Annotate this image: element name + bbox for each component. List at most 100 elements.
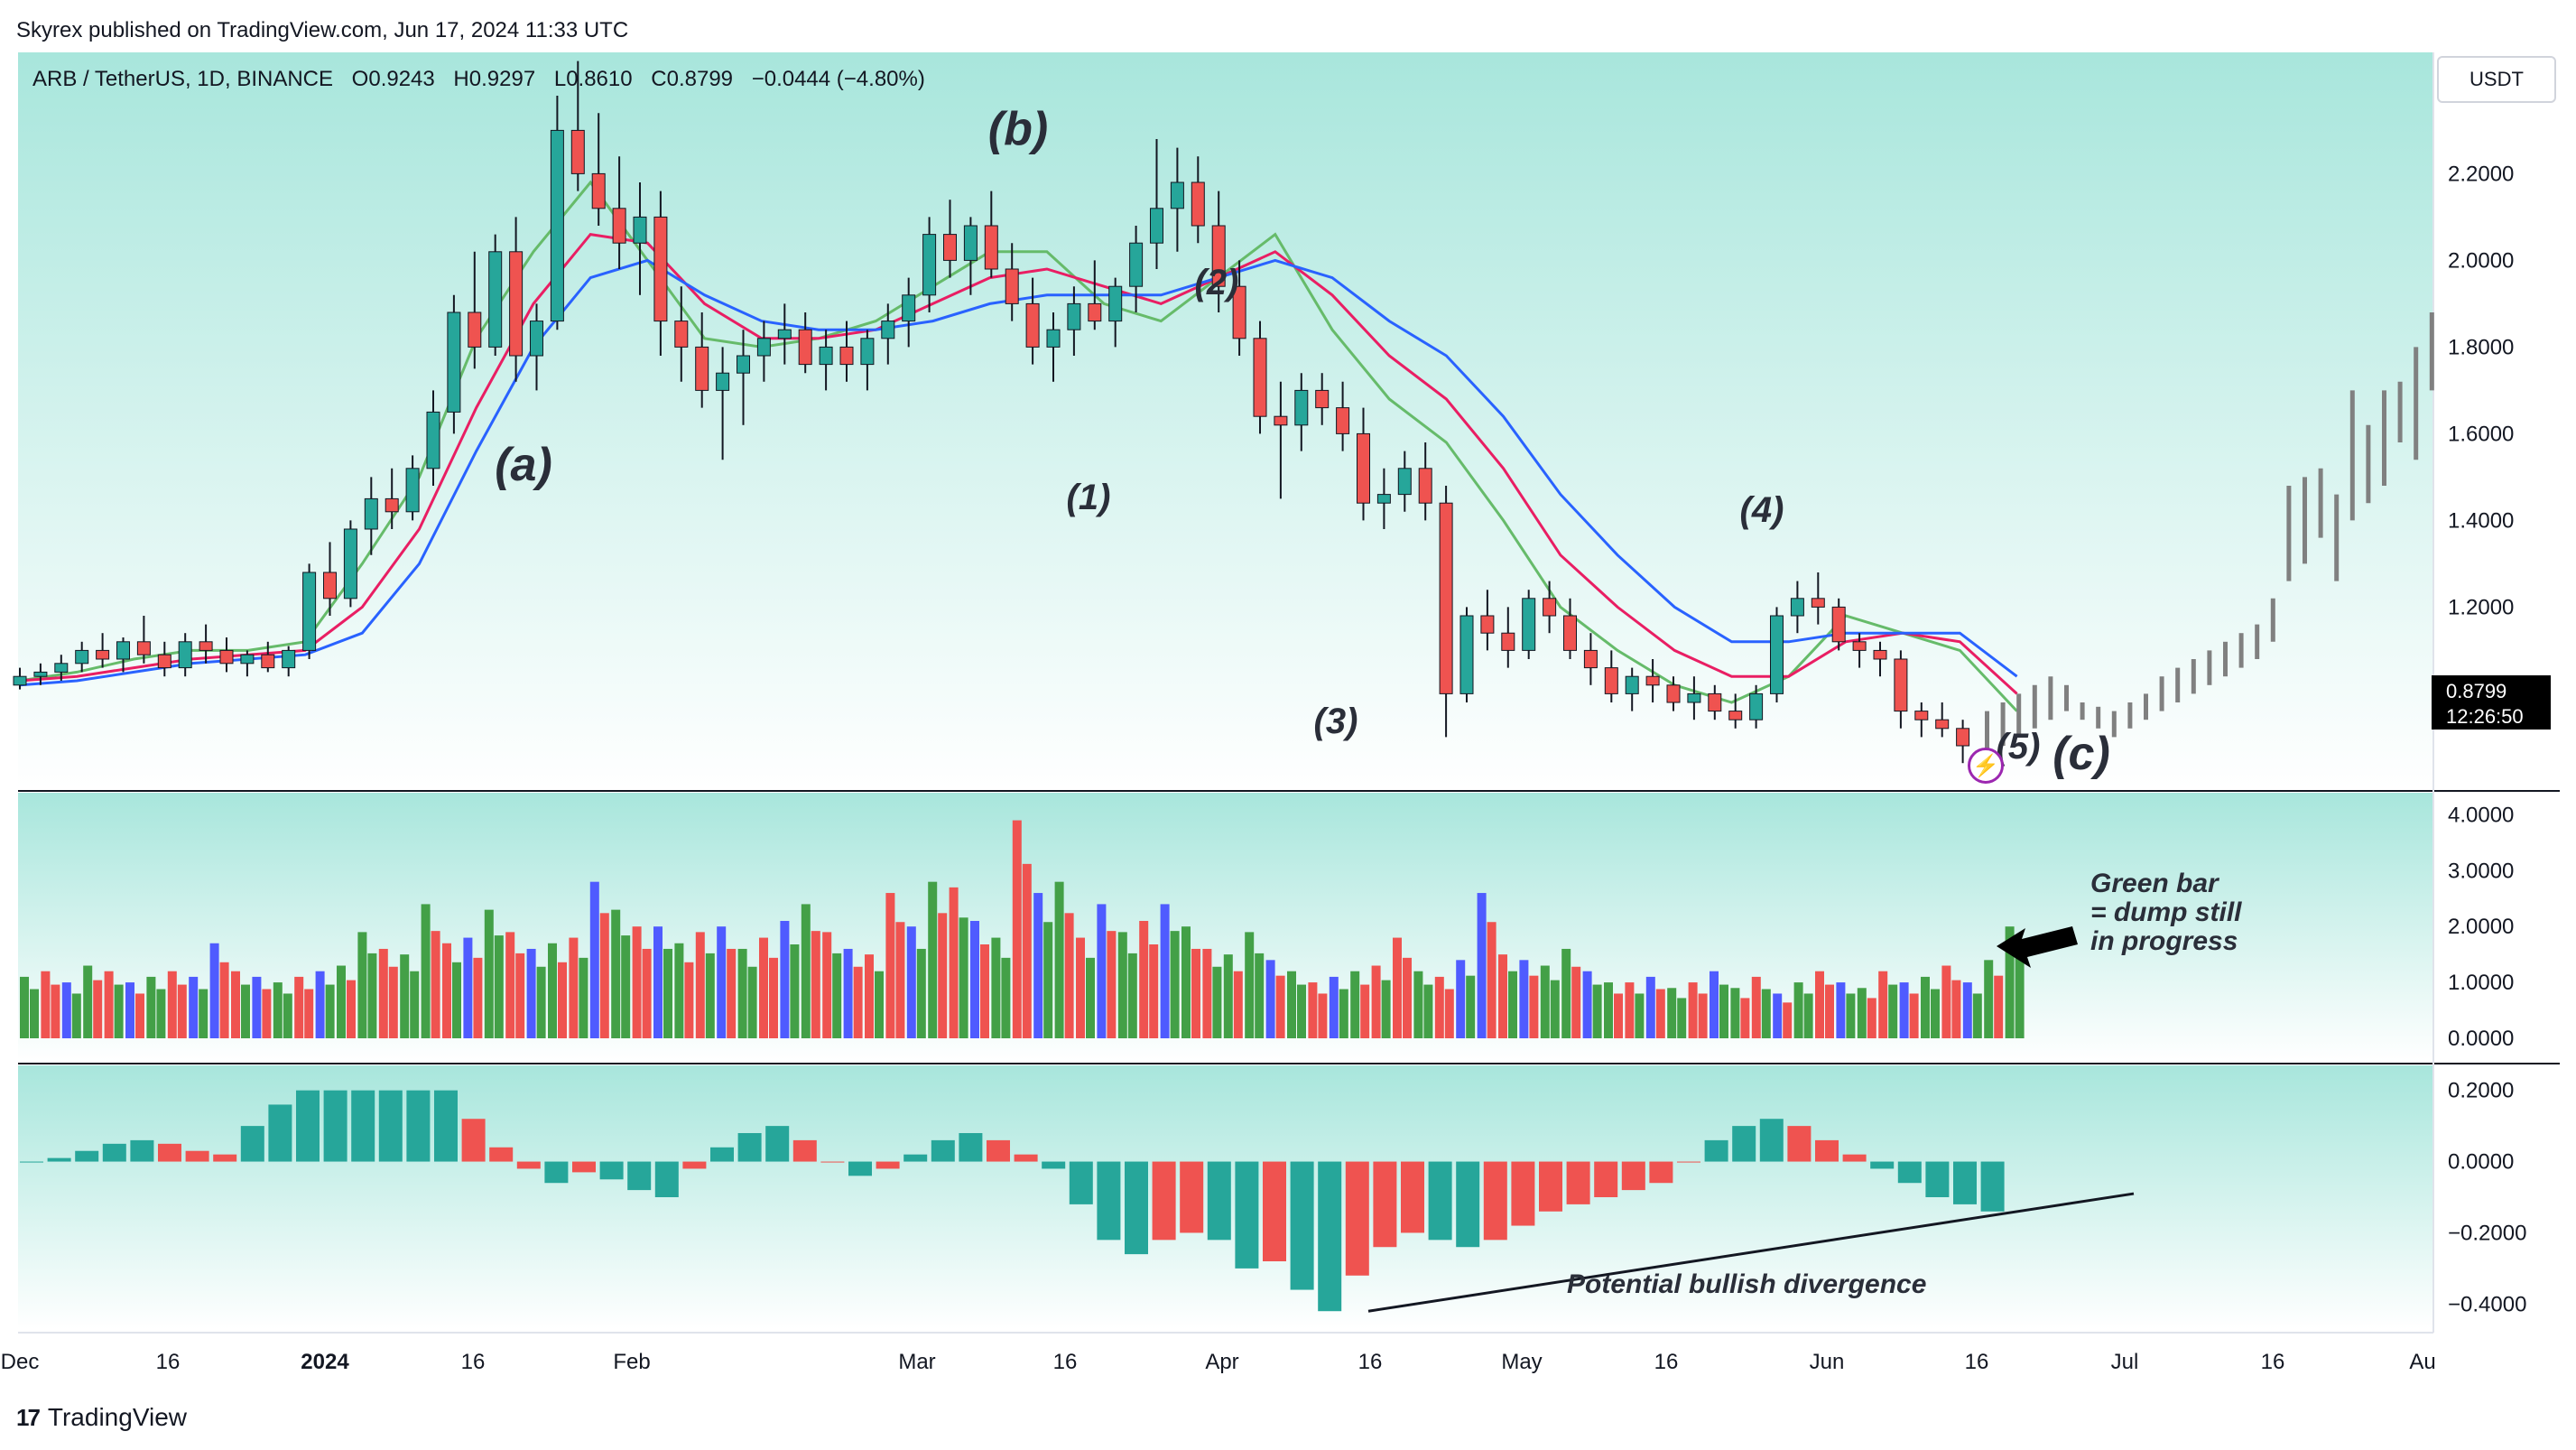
oscillator-bar [1401,1161,1424,1233]
volume-bar [2005,926,2015,1038]
candle-body [96,649,110,660]
volume-bar [526,948,536,1038]
volume-bar [949,887,959,1038]
candle-body [1563,615,1577,651]
oscillator-bar [544,1161,569,1184]
volume-bar [1962,982,1972,1038]
oscillator-bar [158,1143,181,1162]
candle-body [1108,285,1123,322]
volume-bar [916,948,926,1038]
oscillator-bar [1373,1161,1397,1248]
oscillator-bar [1180,1161,1204,1233]
volume-bar [599,913,609,1038]
volume-bar [1846,993,1856,1038]
volume-bar [1867,998,1876,1038]
candle-body [1625,675,1639,694]
volume-bar [410,971,420,1038]
divergence-trend-line [1367,1192,2135,1313]
time-tick-label: 16 [156,1350,181,1374]
volume-bar [1740,998,1750,1038]
oscillator-bar [1511,1161,1535,1226]
candle-body [716,372,730,391]
oscillator-bar [572,1161,596,1173]
time-tick-label: 16 [1965,1350,1989,1374]
volume-bar [325,984,335,1038]
volume-bar [1994,975,2004,1038]
volume-bar [1710,971,1719,1038]
volume-bar [980,944,989,1038]
volume-bar [1972,993,1982,1038]
volume-bar [463,937,473,1038]
time-tick-label: 16 [2261,1350,2285,1374]
volume-bar [822,932,832,1038]
oscillator-bar [1235,1161,1259,1269]
volume-bar [938,913,948,1038]
volume-bar [442,943,451,1038]
volume-bar [1064,913,1074,1038]
volume-bar [2015,948,2025,1038]
volume-bar [1275,975,1285,1038]
volume-bar [484,909,494,1038]
candle-body [1376,494,1391,504]
volume-bar [1529,975,1539,1038]
candle-body [1604,667,1618,694]
currency-button[interactable]: USDT [2437,56,2556,103]
volume-bar [378,948,388,1038]
volume-bar [1350,971,1360,1038]
volume-bar [1508,971,1517,1038]
oscillator-bar [792,1139,817,1162]
candle-body [819,346,833,366]
lightning-icon[interactable]: ⚡ [1968,748,2004,784]
oscillator-bar [1318,1161,1342,1312]
tradingview-brand[interactable]: 17 TradingView [16,1403,187,1432]
volume-bar [1878,971,1888,1038]
volume-bar [273,982,283,1038]
time-tick-label: 16 [1654,1350,1679,1374]
oscillator-bar [710,1147,734,1162]
oscillator-bar [1042,1161,1066,1169]
oscillator-bar [1594,1161,1618,1197]
candle-body [1831,606,1846,643]
candle-body [1894,658,1908,712]
oscillator-bar [1732,1126,1756,1162]
volume-bar [515,953,525,1038]
candle-body [13,675,27,686]
last-price-value: 0.8799 [2446,680,2507,702]
volume-bar [1751,976,1761,1038]
candle-body [1025,302,1040,348]
volume-bar [759,937,768,1038]
volume-bar [684,962,694,1038]
oscillator-bar [1263,1161,1286,1261]
volume-bar [1329,976,1339,1038]
oscillator-tick-label: 0.2000 [2448,1079,2514,1103]
volume-bar [579,957,588,1038]
candle-body [157,654,171,669]
candle-body [1687,692,1701,703]
volume-bar [1815,971,1824,1038]
volume-bar [1614,993,1623,1038]
candle-body [75,649,89,665]
candle-body [468,311,482,348]
oscillator-bar [20,1161,43,1163]
oscillator-bar [1980,1161,2005,1212]
publisher-credit: Skyrex published on TradingView.com, Jun… [16,18,629,42]
candle-body [1666,684,1681,703]
candle-body [756,338,771,357]
volume-bar [695,932,705,1038]
volume-bar [146,976,156,1038]
candle-body [1583,649,1598,669]
oscillator-bar [1207,1161,1231,1241]
volume-bar [663,948,672,1038]
volume-bar [1287,971,1296,1038]
volume-bar [1498,954,1507,1038]
oscillator-bar [1097,1161,1121,1241]
volume-bar [156,989,166,1038]
candle-body [984,225,998,270]
oscillator-bar [102,1143,126,1162]
candle-body [1480,615,1495,634]
volume-bar [51,984,60,1038]
volume-bar [536,966,546,1038]
candle-body [1315,389,1330,409]
volume-bar [717,926,727,1038]
